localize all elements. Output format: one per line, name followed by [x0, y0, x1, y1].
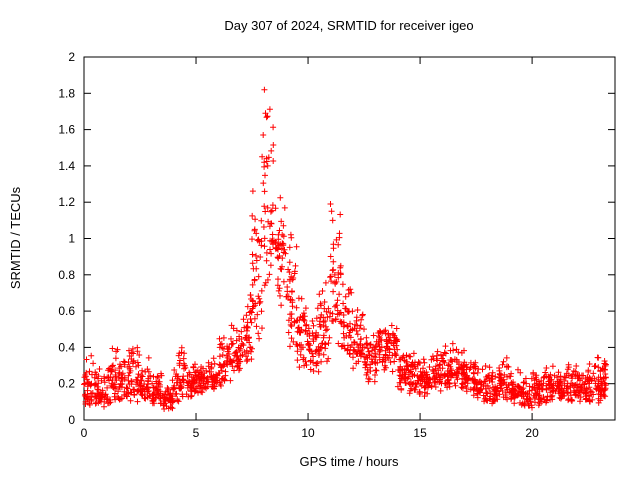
plot-border [83, 56, 616, 421]
x-tick-label: 15 [413, 426, 427, 440]
scatter-points [81, 86, 609, 412]
y-tick-label: 1.6 [58, 123, 75, 137]
y-tick-label: 0.4 [58, 340, 75, 354]
y-tick-label: 1 [68, 232, 75, 246]
x-tick-label: 20 [525, 426, 539, 440]
x-axis-label: GPS time / hours [300, 454, 399, 469]
x-tick-label: 10 [301, 426, 315, 440]
y-tick-label: 0.2 [58, 377, 75, 391]
y-tick-label: 0 [68, 413, 75, 427]
y-axis-label: SRMTID / TECUs [8, 186, 23, 289]
y-tick-label: 1.8 [58, 86, 75, 100]
y-tick-label: 0.6 [58, 304, 75, 318]
axis-ticks: 0 5 10 15 20 0 0.2 0.4 0.6 0.8 1 1.2 1.4 1.6 1.8 2 [58, 50, 615, 440]
x-tick-label: 0 [81, 426, 88, 440]
y-tick-label: 1.2 [58, 195, 75, 209]
y-tick-label: 0.8 [58, 268, 75, 282]
x-tick-label: 5 [193, 426, 200, 440]
y-tick-label: 2 [68, 50, 75, 64]
chart-title: Day 307 of 2024, SRMTID for receiver ige… [224, 18, 473, 33]
y-tick-label: 1.4 [58, 159, 75, 173]
